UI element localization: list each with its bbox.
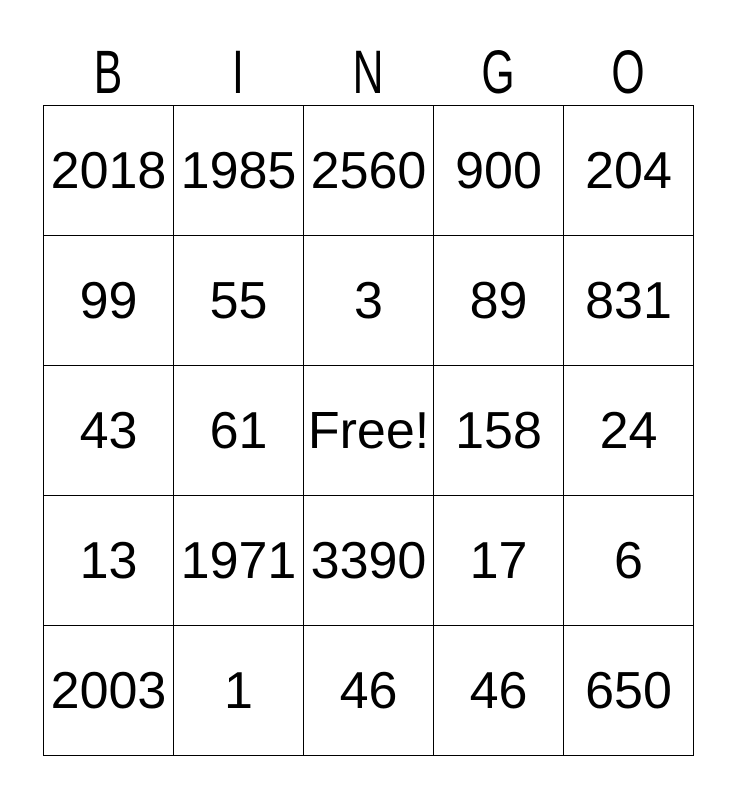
header-letter-g: G (481, 38, 515, 106)
bingo-cell-r2-c5[interactable]: 831 (564, 236, 694, 366)
bingo-cell-r2-c2[interactable]: 55 (174, 236, 304, 366)
bingo-cell-r1-c4[interactable]: 900 (434, 106, 564, 236)
bingo-cell-r1-c3[interactable]: 2560 (304, 106, 434, 236)
bingo-cell-r2-c3[interactable]: 3 (304, 236, 434, 366)
bingo-cell-r4-c2[interactable]: 1971 (174, 496, 304, 626)
bingo-cell-r3-c2[interactable]: 61 (174, 366, 304, 496)
bingo-cell-r1-c1[interactable]: 2018 (44, 106, 174, 236)
bingo-cell-r1-c2[interactable]: 1985 (174, 106, 304, 236)
bingo-card: B I N G O 2018 1985 2560 900 204 99 55 3… (43, 40, 695, 756)
bingo-cell-r3-c1[interactable]: 43 (44, 366, 174, 496)
bingo-grid: 2018 1985 2560 900 204 99 55 3 89 831 43… (43, 105, 694, 756)
bingo-cell-r5-c1[interactable]: 2003 (44, 626, 174, 756)
bingo-cell-r2-c4[interactable]: 89 (434, 236, 564, 366)
bingo-cell-r4-c1[interactable]: 13 (44, 496, 174, 626)
header-letter-o: O (611, 38, 645, 106)
bingo-cell-r5-c3[interactable]: 46 (304, 626, 434, 756)
bingo-cell-r4-c4[interactable]: 17 (434, 496, 564, 626)
bingo-cell-r2-c1[interactable]: 99 (44, 236, 174, 366)
bingo-cell-r4-c5[interactable]: 6 (564, 496, 694, 626)
bingo-cell-r4-c3[interactable]: 3390 (304, 496, 434, 626)
bingo-cell-r5-c2[interactable]: 1 (174, 626, 304, 756)
bingo-header: B I N G O (43, 40, 693, 105)
header-letter-i: I (232, 38, 244, 106)
bingo-cell-r5-c4[interactable]: 46 (434, 626, 564, 756)
bingo-cell-r1-c5[interactable]: 204 (564, 106, 694, 236)
header-letter-b: B (93, 38, 123, 106)
bingo-cell-r3-c5[interactable]: 24 (564, 366, 694, 496)
header-letter-n: N (352, 38, 384, 106)
bingo-cell-r3-c4[interactable]: 158 (434, 366, 564, 496)
bingo-cell-r5-c5[interactable]: 650 (564, 626, 694, 756)
bingo-cell-free[interactable]: Free! (304, 366, 434, 496)
